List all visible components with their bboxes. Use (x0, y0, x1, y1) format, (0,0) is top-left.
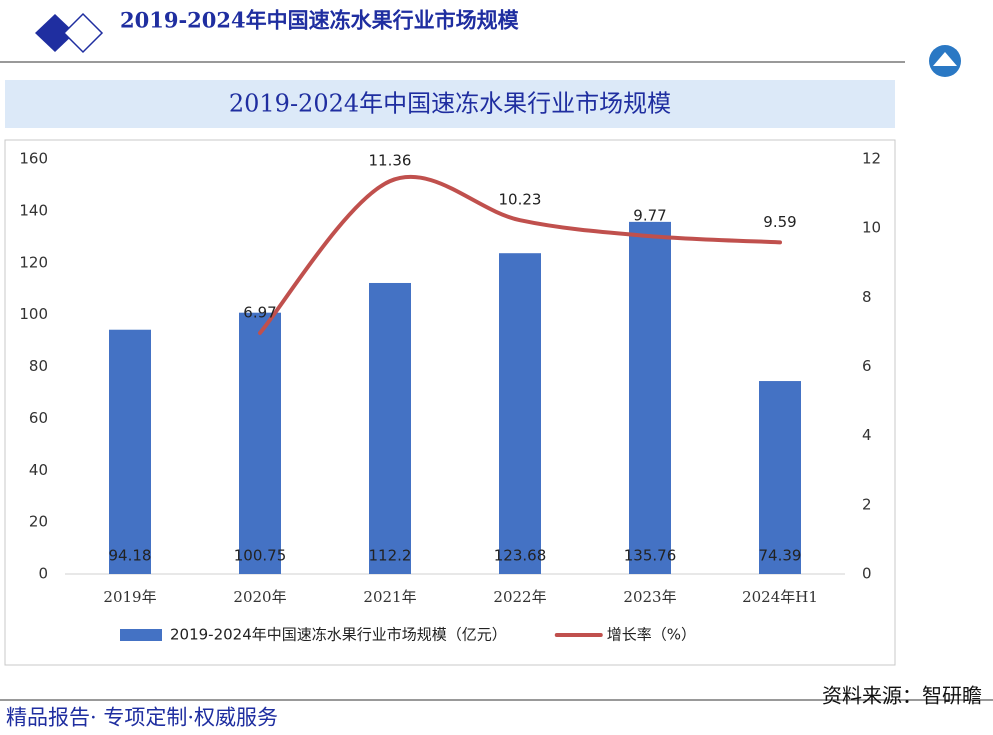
x-tick-label: 2019年 (103, 588, 156, 606)
bar (109, 329, 151, 574)
legend-label: 2019-2024年中国速冻水果行业市场规模（亿元） (170, 626, 507, 644)
bar (239, 312, 281, 574)
bar (499, 253, 541, 574)
y2-tick-label: 10 (862, 219, 881, 237)
y2-tick-label: 0 (862, 565, 872, 583)
data-label: 74.39 (759, 547, 802, 565)
legend-swatch (120, 629, 162, 641)
data-label: 94.18 (109, 547, 152, 565)
y2-tick-label: 8 (862, 288, 872, 306)
y-tick-label: 20 (29, 513, 48, 531)
y2-tick-label: 12 (862, 150, 881, 168)
data-label: 9.77 (633, 207, 666, 225)
x-tick-label: 2021年 (363, 588, 416, 606)
y-tick-label: 120 (19, 253, 48, 271)
legend-label: 增长率（%） (607, 626, 696, 644)
logo-mark (933, 52, 957, 66)
y2-tick-label: 4 (862, 426, 872, 444)
y-tick-label: 0 (38, 565, 48, 583)
diamond-icon (62, 12, 104, 54)
footer-slogan: 精品报告· 专项定制·权威服务 (6, 706, 278, 730)
bar (759, 381, 801, 574)
bar (629, 221, 671, 574)
data-label: 10.23 (499, 191, 542, 209)
diamond-icon (35, 14, 75, 52)
x-tick-label: 2024年H1 (742, 588, 818, 606)
y-tick-label: 80 (29, 357, 48, 375)
chart-frame (4, 139, 896, 666)
y2-tick-label: 2 (862, 495, 872, 513)
x-tick-label: 2020年 (233, 588, 286, 606)
y-tick-label: 160 (19, 150, 48, 168)
y-tick-label: 40 (29, 461, 48, 479)
x-tick-label: 2023年 (623, 588, 676, 606)
data-label: 135.76 (624, 547, 677, 565)
line (258, 174, 782, 335)
chart-title-band (5, 80, 895, 128)
data-label: 100.75 (234, 547, 287, 565)
y2-tick-label: 6 (862, 357, 872, 375)
bar (369, 282, 411, 574)
footer-source: 资料来源：智研瞻 (822, 684, 982, 708)
y-tick-label: 60 (29, 409, 48, 427)
chart-title: 2019-2024年中国速冻水果行业市场规模 (229, 90, 671, 118)
plot: 0 20 40 60 80 100 120 140 160 0 2 4 6 8 10 12 2019年 2020年… (19, 150, 881, 644)
header-title: 2019-2024年中国速冻水果行业市场规模 (120, 8, 520, 33)
data-label: 112.2 (369, 547, 412, 565)
data-label: 6.97 (243, 303, 276, 321)
data-label: 11.36 (369, 152, 412, 170)
data-label: 123.68 (494, 547, 547, 565)
x-tick-label: 2022年 (493, 588, 546, 606)
y-tick-label: 100 (19, 305, 48, 323)
data-label: 9.59 (763, 213, 796, 231)
y-tick-label: 140 (19, 201, 48, 219)
